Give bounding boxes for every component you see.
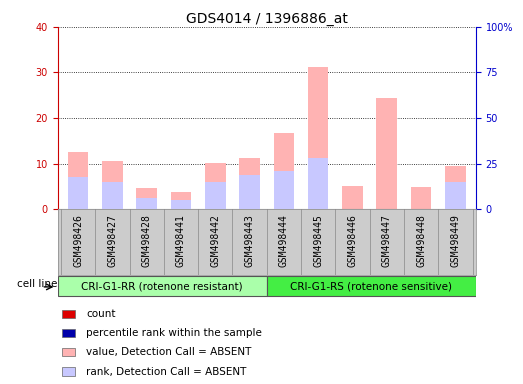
Bar (170, 200, 191, 209)
Bar (411, 187, 431, 209)
Text: GSM498448: GSM498448 (416, 215, 426, 267)
Text: GSM498428: GSM498428 (142, 215, 152, 267)
Text: GSM498426: GSM498426 (73, 215, 83, 267)
Bar (205, 163, 225, 209)
Bar (267, 276, 476, 296)
Title: GDS4014 / 1396886_at: GDS4014 / 1396886_at (186, 12, 348, 26)
Bar (102, 182, 123, 209)
Text: cell line: cell line (17, 279, 58, 289)
Bar (102, 161, 123, 209)
Bar (170, 192, 191, 209)
Text: CRI-G1-RS (rotenone sensitive): CRI-G1-RS (rotenone sensitive) (290, 281, 452, 291)
Text: GSM498447: GSM498447 (382, 215, 392, 267)
Bar (240, 175, 260, 209)
Bar (240, 158, 260, 209)
Text: CRI-G1-RR (rotenone resistant): CRI-G1-RR (rotenone resistant) (81, 281, 243, 291)
Text: GSM498445: GSM498445 (313, 215, 323, 267)
Bar (274, 133, 294, 209)
Bar (308, 67, 328, 209)
Bar (445, 166, 465, 209)
Bar (58, 276, 267, 296)
Bar (342, 187, 363, 209)
Bar (62, 367, 75, 376)
Bar (377, 98, 397, 209)
Text: GSM498446: GSM498446 (347, 215, 357, 267)
Bar (68, 152, 88, 209)
Bar (137, 198, 157, 209)
Text: count: count (86, 309, 116, 319)
Text: rank, Detection Call = ABSENT: rank, Detection Call = ABSENT (86, 367, 247, 377)
Bar (62, 329, 75, 337)
Text: GSM498442: GSM498442 (210, 215, 220, 267)
Bar (62, 310, 75, 318)
Bar (62, 348, 75, 356)
Text: GSM498449: GSM498449 (450, 215, 460, 267)
Text: GSM498427: GSM498427 (107, 215, 117, 267)
Text: GSM498444: GSM498444 (279, 215, 289, 267)
Text: GSM498441: GSM498441 (176, 215, 186, 267)
Bar (308, 158, 328, 209)
Text: value, Detection Call = ABSENT: value, Detection Call = ABSENT (86, 347, 252, 357)
Bar (68, 177, 88, 209)
Bar (274, 170, 294, 209)
Text: GSM498443: GSM498443 (245, 215, 255, 267)
Bar (205, 182, 225, 209)
Text: percentile rank within the sample: percentile rank within the sample (86, 328, 263, 338)
Bar (445, 182, 465, 209)
Bar (137, 188, 157, 209)
